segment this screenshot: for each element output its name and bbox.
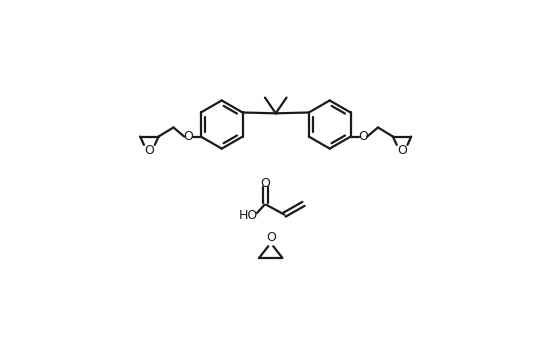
Text: O: O — [144, 144, 154, 157]
Text: O: O — [266, 231, 275, 245]
Text: HO: HO — [238, 209, 258, 222]
Text: O: O — [358, 130, 368, 143]
Text: O: O — [260, 177, 270, 190]
Text: O: O — [397, 144, 407, 157]
Text: O: O — [183, 130, 193, 143]
